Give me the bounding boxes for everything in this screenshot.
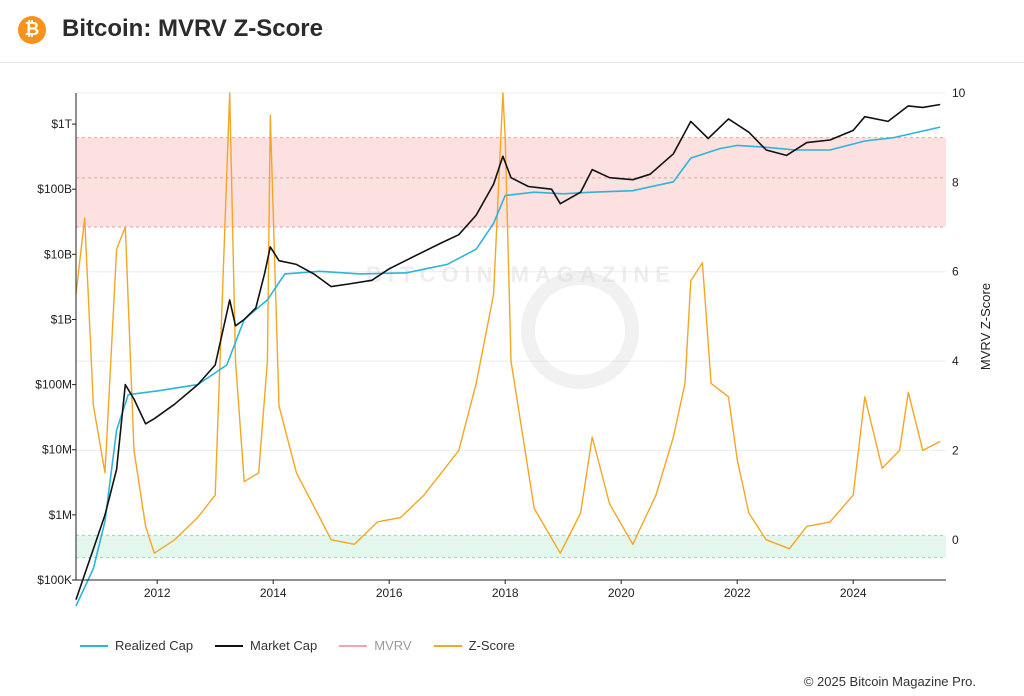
legend-label: Z-Score xyxy=(468,638,515,653)
header: ₿ Bitcoin: MVRV Z-Score xyxy=(0,0,1024,63)
x-tick-label: 2016 xyxy=(376,586,403,600)
mvrv-chart: BITCOIN MAGAZINE $100K$1M$10M$100M$1B$10… xyxy=(35,86,993,607)
legend-swatch xyxy=(339,644,368,647)
bitcoin-logo-icon: ₿ xyxy=(18,16,46,44)
right-tick-label: 8 xyxy=(952,175,959,189)
watermark-logo-icon xyxy=(521,271,639,389)
legend-label: Realized Cap xyxy=(115,638,194,653)
legend-item-mvrv[interactable]: MVRV xyxy=(339,638,412,653)
x-tick-label: 2012 xyxy=(144,586,171,600)
right-tick-label: 4 xyxy=(952,354,959,368)
series-market-cap xyxy=(75,103,941,600)
legend-swatch xyxy=(80,644,108,647)
left-tick-label: $10M xyxy=(42,443,72,457)
x-tick-label: 2024 xyxy=(840,586,867,600)
series-layer xyxy=(75,92,941,607)
series-realized-cap xyxy=(75,126,941,607)
right-tick-label: 10 xyxy=(952,86,966,100)
legend: Realized Cap Market Cap MVRV Z-Score xyxy=(80,638,515,653)
watermark-layer: BITCOIN MAGAZINE xyxy=(366,262,676,389)
series-z-score xyxy=(75,92,941,554)
legend-item-realized-cap[interactable]: Realized Cap xyxy=(80,638,193,653)
right-tick-label: 0 xyxy=(952,533,959,547)
left-tick-label: $100B xyxy=(37,182,72,196)
x-tick-label: 2018 xyxy=(492,586,519,600)
copyright-text: © 2025 Bitcoin Magazine Pro. xyxy=(803,674,976,689)
page-title: Bitcoin: MVRV Z-Score xyxy=(62,15,323,42)
legend-swatch xyxy=(433,644,462,647)
zone-undervalued xyxy=(76,535,946,558)
legend-item-market-cap[interactable]: Market Cap xyxy=(215,638,317,653)
legend-label: Market Cap xyxy=(250,638,318,653)
right-tick-label: 6 xyxy=(952,265,959,279)
left-tick-label: $1T xyxy=(51,117,72,131)
left-tick-label: $1B xyxy=(51,312,72,326)
x-tick-label: 2014 xyxy=(260,586,287,600)
x-tick-label: 2022 xyxy=(724,586,751,600)
right-tick-label: 2 xyxy=(952,443,959,457)
x-tick-label: 2020 xyxy=(608,586,635,600)
left-tick-label: $100K xyxy=(37,573,72,587)
axes-layer: $100K $1M $10M $100M $1B $10B $100B $1T 0 2 4 6 8 10 M… xyxy=(35,86,993,600)
left-tick-label: $10B xyxy=(44,247,72,261)
watermark-text: BITCOIN MAGAZINE xyxy=(366,262,676,287)
left-tick-label: $100M xyxy=(35,378,72,392)
right-axis-title: MVRV Z-Score xyxy=(978,283,993,370)
legend-item-z-score[interactable]: Z-Score xyxy=(433,638,515,653)
grid-layer xyxy=(76,92,946,541)
legend-label: MVRV xyxy=(374,638,412,653)
left-tick-label: $1M xyxy=(49,508,72,522)
legend-swatch xyxy=(215,644,244,647)
